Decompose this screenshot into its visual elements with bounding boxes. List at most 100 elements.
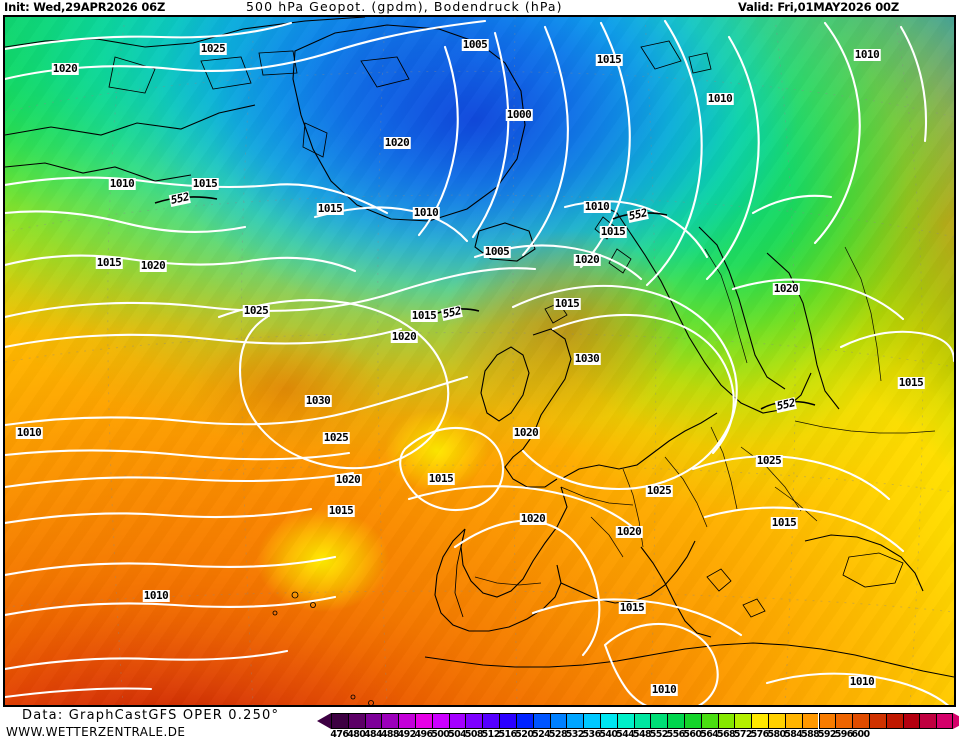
colorbar-tick-label: 504 [448, 729, 467, 740]
colorbar-swatch [364, 713, 382, 729]
isobar-label: 1015 [618, 601, 646, 614]
isobar-label: 1015 [553, 297, 581, 310]
colorbar-swatch [801, 713, 819, 729]
isobar-label: 1000 [505, 108, 533, 121]
isobar-label: 1010 [15, 426, 43, 439]
colorbar-swatch [431, 713, 449, 729]
colorbar-tick-label: 496 [414, 729, 433, 740]
colorbar-tick-label: 548 [632, 729, 652, 740]
colorbar-swatch [835, 713, 853, 729]
colorbar-high-arrow-icon [953, 713, 959, 729]
colorbar-tick-label: 508 [464, 729, 484, 740]
colorbar-swatch [852, 713, 869, 729]
colorbar-low-arrow-icon [317, 713, 331, 729]
map-canvas[interactable]: 1020 1025 1005 1015 1010 1010 1000 1020 1010 1015… [5, 17, 954, 705]
colorbar-swatch [868, 713, 886, 729]
colorbar-swatch [633, 713, 651, 729]
isobar-label: 1020 [772, 282, 800, 295]
colorbar-swatch [448, 713, 466, 729]
colorbar-tick-label: 560 [683, 729, 702, 740]
website-label: WWW.WETTERZENTRALE.DE [6, 725, 186, 739]
colorbar-tick-label: 568 [717, 729, 736, 740]
colorbar-swatch [784, 713, 802, 729]
colorbar-tick-label: 564 [700, 729, 719, 740]
colorbar-swatch [919, 713, 937, 729]
isobar-label: 1025 [199, 42, 227, 55]
colorbar-swatch [684, 713, 701, 729]
isobar-label: 1015 [410, 309, 438, 322]
colorbar-swatch [515, 713, 533, 729]
isobar-label: 1005 [461, 38, 489, 51]
colorbar-tick-label: 580 [767, 729, 786, 740]
init-time-label: Init: Wed,29APR2026 06Z [4, 0, 166, 14]
isobar-label: 1020 [51, 62, 79, 75]
colorbar-tick-layer: 476 480 484 488 492 496 500 504 508 512 516 520 524 5… [330, 729, 953, 741]
colorbar-tick-label: 544 [616, 729, 635, 740]
colorbar-tick-label: 512 [481, 729, 501, 740]
colorbar-swatch [717, 713, 735, 729]
isobar-label: 1015 [327, 504, 355, 517]
colorbar[interactable] [317, 713, 959, 729]
colorbar-swatch [499, 713, 516, 729]
colorbar-swatch [734, 713, 752, 729]
isobar-label: 1010 [706, 92, 734, 105]
colorbar-tick-label: 500 [431, 729, 450, 740]
isobar-label: 1015 [95, 256, 123, 269]
colorbar-swatch [700, 713, 718, 729]
colorbar-tick-label: 516 [498, 729, 517, 740]
isobar-label: 1010 [108, 177, 136, 190]
isobar-label: 1010 [848, 675, 876, 688]
colorbar-tick-label: 576 [750, 729, 770, 740]
colorbar-tick-label: 480 [347, 729, 366, 740]
isobar-label: 1015 [599, 225, 627, 238]
colorbar-tick-label: 592 [817, 729, 837, 740]
colorbar-tick-label: 572 [733, 729, 753, 740]
colorbar-tick-label: 528 [548, 729, 568, 740]
colorbar-swatch [398, 713, 416, 729]
colorbar-tick-label: 584 [784, 729, 803, 740]
colorbar-swatch [381, 713, 399, 729]
colorbar-tick-label: 484 [364, 729, 383, 740]
colorbar-tick-label: 488 [380, 729, 400, 740]
colorbar-swatch [331, 713, 348, 729]
map-frame[interactable]: 1020 1025 1005 1015 1010 1010 1000 1020 1010 1015… [3, 15, 956, 707]
isobar-label: 1010 [583, 200, 611, 213]
isobar-label: 1025 [242, 304, 270, 317]
colorbar-swatch [347, 713, 365, 729]
colorbar-swatch [616, 713, 634, 729]
isobar-label: 1025 [322, 431, 350, 444]
map-title: 500 hPa Geopot. (gpdm), Bodendruck (hPa) [246, 0, 563, 14]
isobar-label: 1005 [483, 245, 511, 258]
colorbar-tick-label: 552 [649, 729, 669, 740]
colorbar-swatch [415, 713, 432, 729]
colorbar-tick-label: 596 [834, 729, 854, 740]
colorbar-swatch [751, 713, 769, 729]
colorbar-swatch [818, 713, 836, 729]
colorbar-tick-label: 532 [565, 729, 585, 740]
valid-time-label: Valid: Fri,01MAY2026 00Z [738, 0, 899, 14]
colorbar-swatch [599, 713, 617, 729]
isobar-label: 1025 [755, 454, 783, 467]
colorbar-swatch [667, 713, 684, 729]
colorbar-tick-label: 520 [515, 729, 534, 740]
colorbar-swatch [583, 713, 600, 729]
colorbar-tick-label: 536 [582, 729, 602, 740]
isobar-label: 1020 [512, 426, 540, 439]
isobar-label: 1020 [383, 136, 411, 149]
colorbar-swatch [532, 713, 550, 729]
colorbar-tick-label: 556 [666, 729, 686, 740]
isobar-label: 1020 [139, 259, 167, 272]
isobar-label: 1020 [573, 253, 601, 266]
isobar-label: 1015 [191, 177, 219, 190]
isobar-lines [5, 19, 954, 705]
colorbar-swatch [566, 713, 584, 729]
isobar-label: 1030 [304, 394, 332, 407]
colorbar-tick-label: 600 [851, 729, 871, 740]
isobar-label: 1010 [142, 589, 170, 602]
colorbar-tick-label: 540 [599, 729, 618, 740]
isobar-label: 1025 [645, 484, 673, 497]
isobar-label: 1020 [334, 473, 362, 486]
colorbar-tick-label: 524 [532, 729, 551, 740]
isobar-label: 1020 [519, 512, 547, 525]
